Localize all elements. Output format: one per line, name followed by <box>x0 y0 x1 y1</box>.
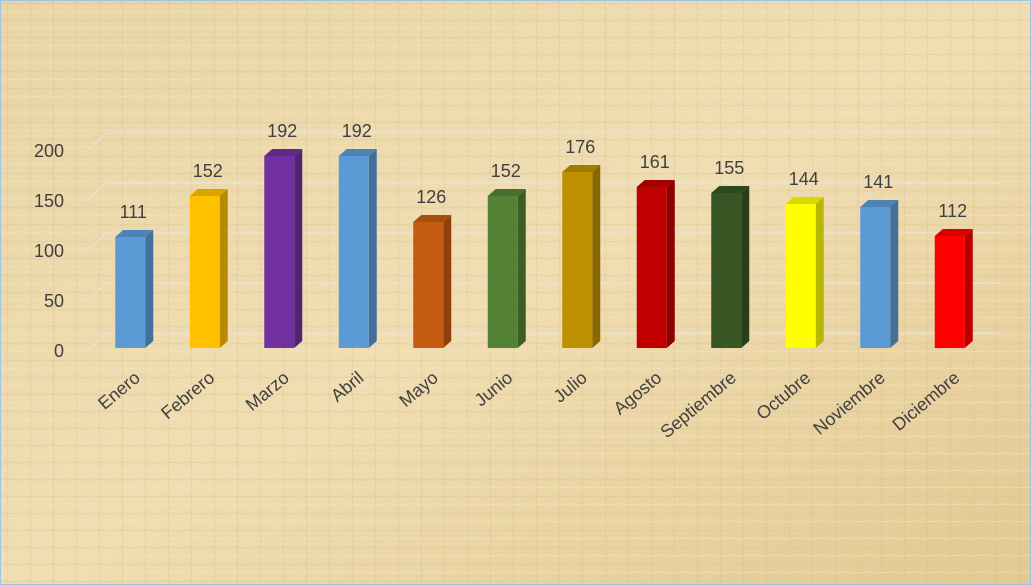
bar <box>487 196 518 348</box>
bar-side <box>592 165 601 348</box>
grid-line <box>85 282 1000 303</box>
bar-side <box>890 200 899 348</box>
bar-top <box>934 229 973 236</box>
bar <box>860 207 891 348</box>
y-tick-label: 50 <box>44 291 64 311</box>
bar-side <box>368 149 377 348</box>
bar-top <box>338 149 377 156</box>
bar <box>934 236 965 348</box>
bar-side <box>443 215 452 348</box>
bar <box>115 237 146 348</box>
value-label: 112 <box>938 201 967 221</box>
bar-top <box>785 197 824 204</box>
value-label: 126 <box>416 187 446 207</box>
y-tick-label: 100 <box>34 241 64 261</box>
bar-side <box>145 230 154 348</box>
value-label: 144 <box>789 169 819 189</box>
bar-side <box>815 197 824 348</box>
value-label: 155 <box>714 158 744 178</box>
bar-top <box>264 149 303 156</box>
bar-top <box>636 180 675 187</box>
value-label: 192 <box>267 121 297 141</box>
value-label: 152 <box>491 161 521 181</box>
bar-top <box>711 186 750 193</box>
bar-top <box>189 189 228 196</box>
grid-line <box>85 182 1000 203</box>
y-tick-label: 150 <box>34 191 64 211</box>
bar-side <box>666 180 675 348</box>
bar <box>413 222 444 348</box>
y-tick-label: 200 <box>34 141 64 161</box>
grid-line <box>85 332 1000 353</box>
bar-side <box>741 186 750 348</box>
bar-side <box>219 189 228 348</box>
bar-side <box>294 149 303 348</box>
bar-top <box>115 230 154 237</box>
bar <box>562 172 593 348</box>
bar <box>636 187 667 348</box>
value-label: 111 <box>120 202 147 222</box>
bar <box>785 204 816 348</box>
bar-side <box>517 189 526 348</box>
value-label: 152 <box>193 161 223 181</box>
grid-line <box>85 232 1000 253</box>
value-label: 141 <box>863 172 893 192</box>
bar-side <box>964 229 973 348</box>
value-label: 192 <box>342 121 372 141</box>
bar <box>338 156 369 348</box>
bar-top <box>487 189 526 196</box>
y-tick-label: 0 <box>54 341 64 361</box>
bar <box>189 196 220 348</box>
value-label: 176 <box>565 137 595 157</box>
grid-line <box>85 132 1000 153</box>
value-label: 161 <box>640 152 670 172</box>
bar <box>264 156 295 348</box>
bar-top <box>860 200 899 207</box>
bar <box>711 193 742 348</box>
bar-top <box>413 215 452 222</box>
bar-top <box>562 165 601 172</box>
